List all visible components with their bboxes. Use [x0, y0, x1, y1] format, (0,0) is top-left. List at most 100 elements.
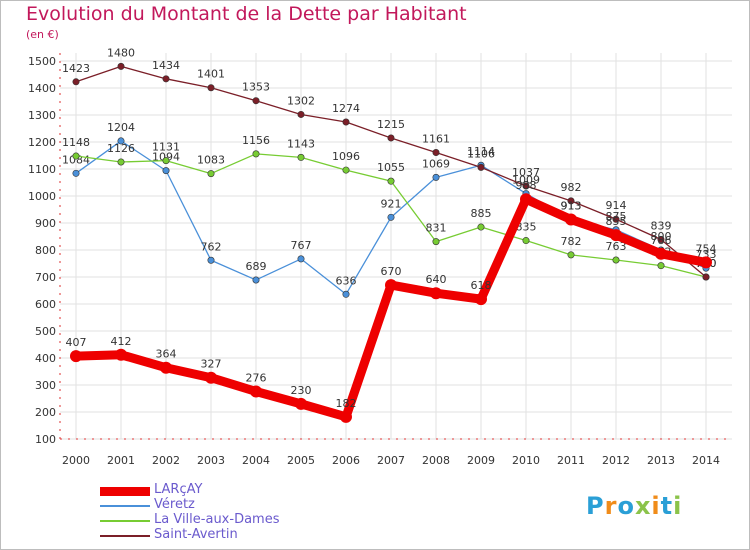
series-1-point: [700, 256, 712, 269]
data-label: 982: [561, 181, 582, 194]
x-tick-label: 2003: [197, 454, 225, 467]
data-label: 1126: [107, 142, 135, 155]
y-tick-label: 100: [35, 433, 56, 446]
data-label: 1106: [467, 147, 495, 160]
y-tick-label: 700: [35, 271, 56, 284]
data-label: 1114: [467, 145, 495, 158]
x-tick-label: 2012: [602, 454, 630, 467]
data-label: 1434: [152, 59, 180, 72]
y-tick-label: 600: [35, 298, 56, 311]
data-label: 689: [246, 260, 267, 273]
series-2-point: [207, 256, 215, 264]
series-3-point: [297, 153, 305, 161]
data-label: 754: [696, 242, 717, 255]
y-tick-label: 1500: [28, 55, 56, 68]
data-label: 407: [66, 336, 87, 349]
series-4-point: [117, 62, 125, 70]
series-2-point: [162, 167, 170, 175]
series-2-point: [117, 137, 125, 145]
x-tick-label: 2010: [512, 454, 540, 467]
series-1-point: [295, 397, 307, 410]
data-label: 988: [516, 179, 537, 192]
legend-swatch: [100, 520, 150, 522]
x-tick-label: 2000: [62, 454, 90, 467]
series-1-point: [430, 287, 442, 300]
x-tick-label: 2008: [422, 454, 450, 467]
x-tick-label: 2007: [377, 454, 405, 467]
data-label: 1037: [512, 166, 540, 179]
x-tick-label: 2001: [107, 454, 135, 467]
y-tick-label: 500: [35, 325, 56, 338]
series-1-point: [565, 213, 577, 226]
series-4-point: [297, 110, 305, 118]
series-2-point: [297, 255, 305, 263]
series-3-point: [657, 262, 665, 270]
data-label: 618: [471, 279, 492, 292]
series-3-point: [612, 256, 620, 264]
data-label: 1423: [62, 62, 90, 75]
series-4-point: [342, 118, 350, 126]
data-label: 1401: [197, 68, 225, 81]
data-label: 855: [606, 215, 627, 228]
y-tick-label: 1400: [28, 82, 56, 95]
data-label: 1131: [152, 141, 180, 154]
series-1-point: [610, 229, 622, 242]
data-label: 636: [336, 274, 357, 287]
series-3-point: [522, 237, 530, 245]
data-label: 762: [201, 240, 222, 253]
series-4-point: [702, 273, 710, 281]
data-label: 1274: [332, 102, 360, 115]
series-4-point: [612, 215, 620, 223]
x-tick-label: 2006: [332, 454, 360, 467]
series-4-point: [252, 97, 260, 105]
legend-swatch: [100, 486, 150, 496]
series-1-point: [250, 385, 262, 398]
data-label: 831: [426, 222, 447, 235]
proxiti-logo: Proxiti: [586, 492, 683, 520]
data-label: 1148: [62, 136, 90, 149]
chart-title: Evolution du Montant de la Dette par Hab…: [26, 3, 467, 25]
series-4-point: [72, 78, 80, 86]
series-3-point: [342, 166, 350, 174]
series-3-point: [252, 150, 260, 158]
data-label: 327: [201, 358, 222, 371]
data-label: 885: [471, 207, 492, 220]
series-3-point: [117, 158, 125, 166]
series-3-point: [162, 157, 170, 165]
legend-swatch: [100, 535, 150, 537]
series-3-point: [477, 223, 485, 231]
series-4-point: [162, 75, 170, 83]
series-3-point: [432, 238, 440, 246]
data-label: 670: [381, 265, 402, 278]
data-label: 640: [426, 273, 447, 286]
data-label: 1055: [377, 161, 405, 174]
x-tick-label: 2009: [467, 454, 495, 467]
series-4-point: [387, 134, 395, 142]
x-tick-label: 2004: [242, 454, 270, 467]
series-2-point: [252, 276, 260, 284]
y-tick-label: 400: [35, 352, 56, 365]
legend-label: LARçAY: [154, 482, 203, 497]
line-chart: 100 200 300 400 500 600 700 800 900 1000 1100 1200 1…: [28, 46, 732, 467]
series-1-point: [520, 193, 532, 206]
data-label: 914: [606, 199, 627, 212]
series-2-point: [72, 169, 80, 177]
chart-unit: (en €): [26, 28, 59, 41]
x-tick-label: 2011: [557, 454, 585, 467]
y-tick-label: 300: [35, 379, 56, 392]
series-2-point: [387, 213, 395, 221]
data-label: 786: [651, 234, 672, 247]
data-label: 1069: [422, 157, 450, 170]
data-label: 839: [651, 219, 672, 232]
series-4-point: [432, 149, 440, 157]
series-2-point: [342, 290, 350, 298]
legend-label: Saint-Avertin: [154, 527, 238, 542]
data-label: 782: [561, 235, 582, 248]
data-label: 767: [291, 239, 312, 252]
data-label: 1156: [242, 134, 270, 147]
series-1-point: [475, 293, 487, 306]
series-3-point: [387, 177, 395, 185]
data-label: 230: [291, 384, 312, 397]
series-4-point: [477, 163, 485, 171]
plot-area: [60, 53, 732, 439]
